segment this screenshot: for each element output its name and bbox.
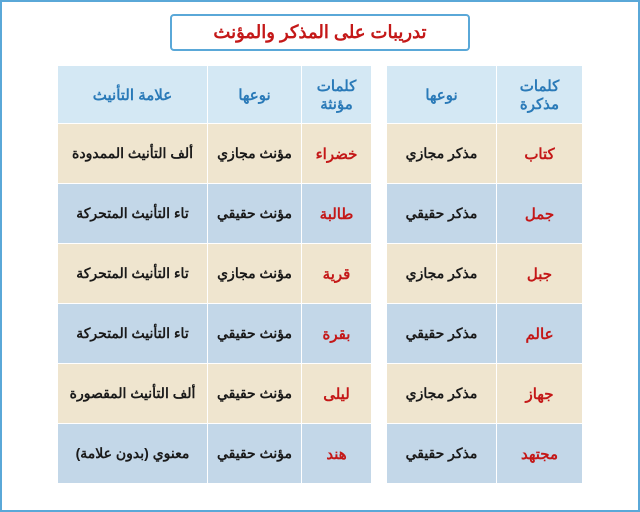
type-cell: مؤنث مجازي	[208, 124, 302, 184]
tables-container: كلمات مذكرة نوعها كتاب مذكر مجازي جمل مذ…	[20, 65, 620, 484]
word-cell: جبل	[497, 244, 583, 304]
table-row: كتاب مذكر مجازي	[387, 124, 583, 184]
page-title: تدريبات على المذكر والمؤنث	[213, 22, 426, 42]
type-cell: مؤنث حقيقي	[208, 304, 302, 364]
word-cell: جمل	[497, 184, 583, 244]
type-cell: مؤنث حقيقي	[208, 424, 302, 484]
type-cell: مؤنث حقيقي	[208, 184, 302, 244]
col-header-word: كلمات مذكرة	[497, 66, 583, 124]
table-row: جبل مذكر مجازي	[387, 244, 583, 304]
sign-cell: تاء التأنيث المتحركة	[58, 184, 208, 244]
sign-cell: ألف التأنيث الممدودة	[58, 124, 208, 184]
table-row: قرية مؤنث مجازي تاء التأنيث المتحركة	[58, 244, 372, 304]
table-row: بقرة مؤنث حقيقي تاء التأنيث المتحركة	[58, 304, 372, 364]
table-header-row: كلمات مؤنثة نوعها علامة التأنيث	[58, 66, 372, 124]
word-cell: جهاز	[497, 364, 583, 424]
word-cell: ليلى	[302, 364, 372, 424]
type-cell: مذكر مجازي	[387, 244, 497, 304]
word-cell: مجتهد	[497, 424, 583, 484]
word-cell: طالبة	[302, 184, 372, 244]
table-row: مجتهد مذكر حقيقي	[387, 424, 583, 484]
table-row: عالم مذكر حقيقي	[387, 304, 583, 364]
masculine-table: كلمات مذكرة نوعها كتاب مذكر مجازي جمل مذ…	[386, 65, 583, 484]
type-cell: مؤنث مجازي	[208, 244, 302, 304]
table-header-row: كلمات مذكرة نوعها	[387, 66, 583, 124]
table-row: خضراء مؤنث مجازي ألف التأنيث الممدودة	[58, 124, 372, 184]
sign-cell: ألف التأنيث المقصورة	[58, 364, 208, 424]
table-row: جهاز مذكر مجازي	[387, 364, 583, 424]
type-cell: مذكر مجازي	[387, 364, 497, 424]
word-cell: هند	[302, 424, 372, 484]
sign-cell: معنوي (بدون علامة)	[58, 424, 208, 484]
col-header-type: نوعها	[208, 66, 302, 124]
word-cell: كتاب	[497, 124, 583, 184]
word-cell: خضراء	[302, 124, 372, 184]
table-row: ليلى مؤنث حقيقي ألف التأنيث المقصورة	[58, 364, 372, 424]
col-header-sign: علامة التأنيث	[58, 66, 208, 124]
page-title-box: تدريبات على المذكر والمؤنث	[170, 14, 470, 51]
sign-cell: تاء التأنيث المتحركة	[58, 304, 208, 364]
feminine-table: كلمات مؤنثة نوعها علامة التأنيث خضراء مؤ…	[57, 65, 372, 484]
col-header-word: كلمات مؤنثة	[302, 66, 372, 124]
type-cell: مذكر حقيقي	[387, 304, 497, 364]
table-row: جمل مذكر حقيقي	[387, 184, 583, 244]
word-cell: بقرة	[302, 304, 372, 364]
word-cell: قرية	[302, 244, 372, 304]
word-cell: عالم	[497, 304, 583, 364]
col-header-type: نوعها	[387, 66, 497, 124]
table-row: طالبة مؤنث حقيقي تاء التأنيث المتحركة	[58, 184, 372, 244]
type-cell: مذكر مجازي	[387, 124, 497, 184]
type-cell: مذكر حقيقي	[387, 424, 497, 484]
type-cell: مذكر حقيقي	[387, 184, 497, 244]
sign-cell: تاء التأنيث المتحركة	[58, 244, 208, 304]
table-row: هند مؤنث حقيقي معنوي (بدون علامة)	[58, 424, 372, 484]
type-cell: مؤنث حقيقي	[208, 364, 302, 424]
